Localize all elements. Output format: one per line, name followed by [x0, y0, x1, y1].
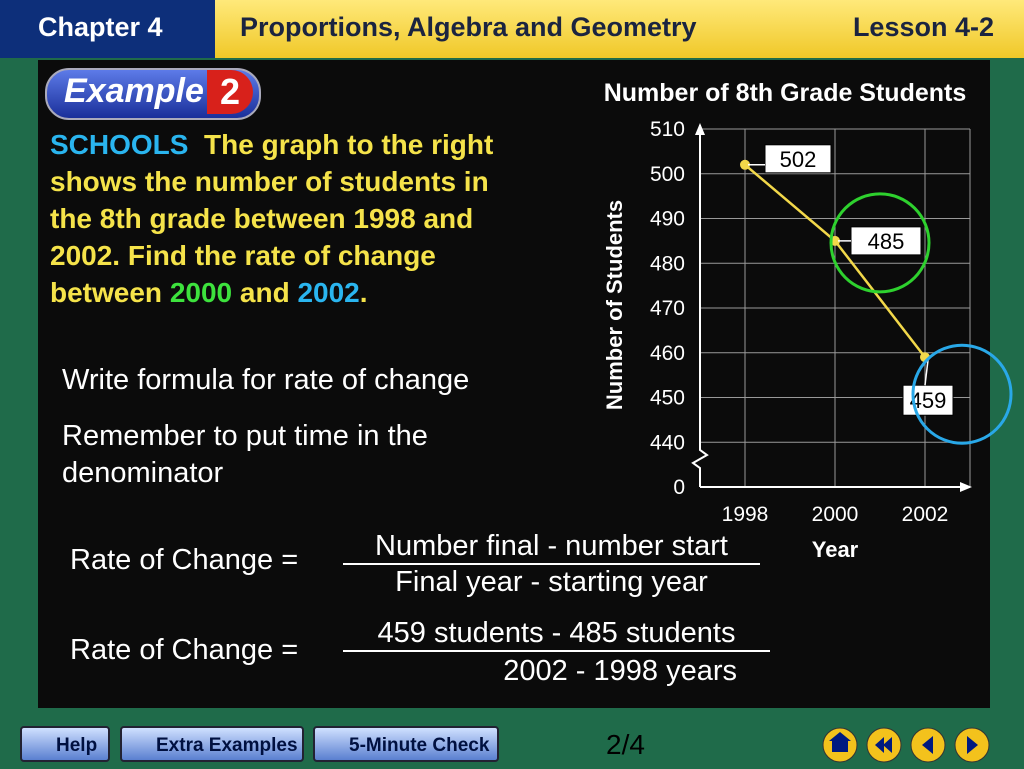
value-label: 485	[868, 229, 905, 254]
question: SCHOOLS The graph to the right shows the…	[50, 126, 530, 311]
header-yellow	[215, 0, 1024, 58]
y-tick-label: 0	[673, 476, 685, 499]
y-tick-label: 490	[650, 208, 685, 231]
formula-label: Rate of Change =	[70, 544, 299, 576]
header-title: Proportions, Algebra and Geometry	[240, 12, 697, 42]
x-tick-label: 2000	[812, 503, 859, 526]
end: .	[359, 277, 368, 308]
page-number: 2/4	[606, 729, 645, 760]
chart-title: Number of 8th Grade Students	[604, 79, 967, 107]
note: Remember to put time in the denominator	[62, 420, 428, 489]
x-tick-label: 2002	[902, 503, 949, 526]
callout-pointer	[924, 360, 929, 386]
help-button[interactable]: Help	[20, 726, 110, 762]
value-label: 502	[780, 147, 817, 172]
highlight-circle	[829, 192, 931, 294]
highlight-circle	[911, 343, 1013, 445]
denominator: 2002 - 1998 years	[503, 655, 737, 687]
year-b: 2002	[297, 277, 360, 308]
question-text: The graph to the right shows the number …	[50, 129, 494, 308]
callout-box	[902, 384, 954, 416]
formula-label: Rate of Change =	[70, 634, 299, 666]
x-tick-label: 1998	[722, 503, 769, 526]
y-tick-label: 460	[650, 342, 685, 365]
example-label: Example	[64, 72, 204, 110]
numerator: Number final - number start	[343, 530, 760, 565]
x-arrow	[960, 482, 972, 492]
numerator: 459 students - 485 students	[343, 617, 770, 652]
joiner: and	[239, 277, 290, 308]
y-axis-label: Number of Students	[602, 200, 627, 410]
year-a: 2000	[169, 277, 233, 308]
callout-box	[764, 144, 832, 174]
data-point	[740, 159, 750, 170]
y-axis	[691, 125, 709, 487]
y-tick-label: 480	[650, 252, 685, 275]
x-axis-label: Year	[812, 537, 859, 562]
y-tick-label: 450	[650, 387, 685, 410]
y-arrow	[695, 123, 705, 135]
y-tick-label: 470	[650, 297, 685, 320]
extra-examples-button[interactable]: Extra Examples	[120, 726, 304, 762]
lesson: Lesson 4-2	[852, 12, 994, 42]
example-number: 2	[207, 70, 253, 114]
callout-box	[850, 226, 922, 256]
topic: SCHOOLS	[50, 129, 189, 160]
y-tick-label: 440	[650, 431, 685, 454]
y-tick-label: 510	[650, 118, 685, 141]
nav-icons[interactable]	[820, 726, 990, 764]
note: Write formula for rate of change	[62, 364, 470, 396]
five-minute-check-button[interactable]: 5-Minute Check	[313, 726, 499, 762]
nav-buttons	[820, 726, 990, 764]
chapter: Chapter 4	[38, 12, 163, 42]
denominator: Final year - starting year	[395, 566, 708, 598]
y-tick-label: 500	[650, 163, 685, 186]
